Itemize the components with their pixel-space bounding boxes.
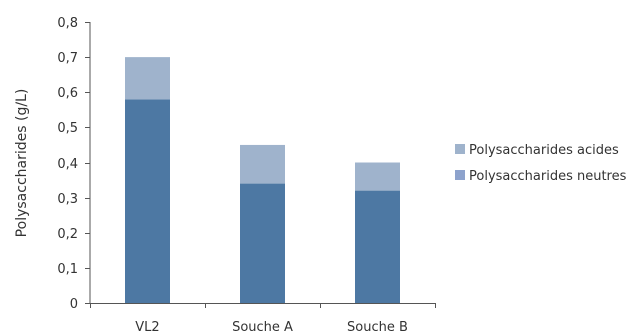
legend-label: Polysaccharides neutres [469, 169, 627, 184]
x-tick-label: VL2 [135, 320, 159, 335]
y-tick-label: 0 [70, 297, 78, 312]
y-tick-label: 0,5 [57, 121, 78, 136]
bar-segment-neutres [240, 183, 285, 303]
y-tick-label: 0,6 [57, 86, 78, 101]
bar-segment-acides [240, 144, 285, 184]
bars [125, 57, 400, 304]
y-axis-ticks: 0 0,1 0,2 0,3 0,4 0,5 0,6 0,7 0,8 [57, 16, 91, 312]
y-tick-label: 0,1 [57, 262, 78, 277]
y-tick-label: 0,8 [57, 16, 78, 31]
x-axis: VL2 Souche A Souche B [90, 303, 436, 335]
y-axis-title: Polysaccharides (g/L) [14, 89, 30, 238]
legend-label: Polysaccharides acides [469, 143, 619, 158]
bar-segment-neutres [125, 99, 170, 304]
legend-swatch [455, 144, 465, 154]
y-tick-label: 0,3 [57, 192, 78, 207]
x-tick-label: Souche A [232, 320, 293, 335]
y-tick-label: 0,2 [57, 227, 78, 242]
bar-segment-acides [125, 57, 170, 100]
bar-segment-neutres [355, 190, 400, 303]
y-tick-label: 0,4 [57, 157, 78, 172]
y-tick-label: 0,7 [57, 51, 78, 66]
bar-segment-acides [355, 162, 400, 191]
x-tick-label: Souche B [347, 320, 408, 335]
legend: Polysaccharides acides Polysaccharides ne… [455, 143, 627, 184]
legend-swatch [455, 170, 465, 180]
